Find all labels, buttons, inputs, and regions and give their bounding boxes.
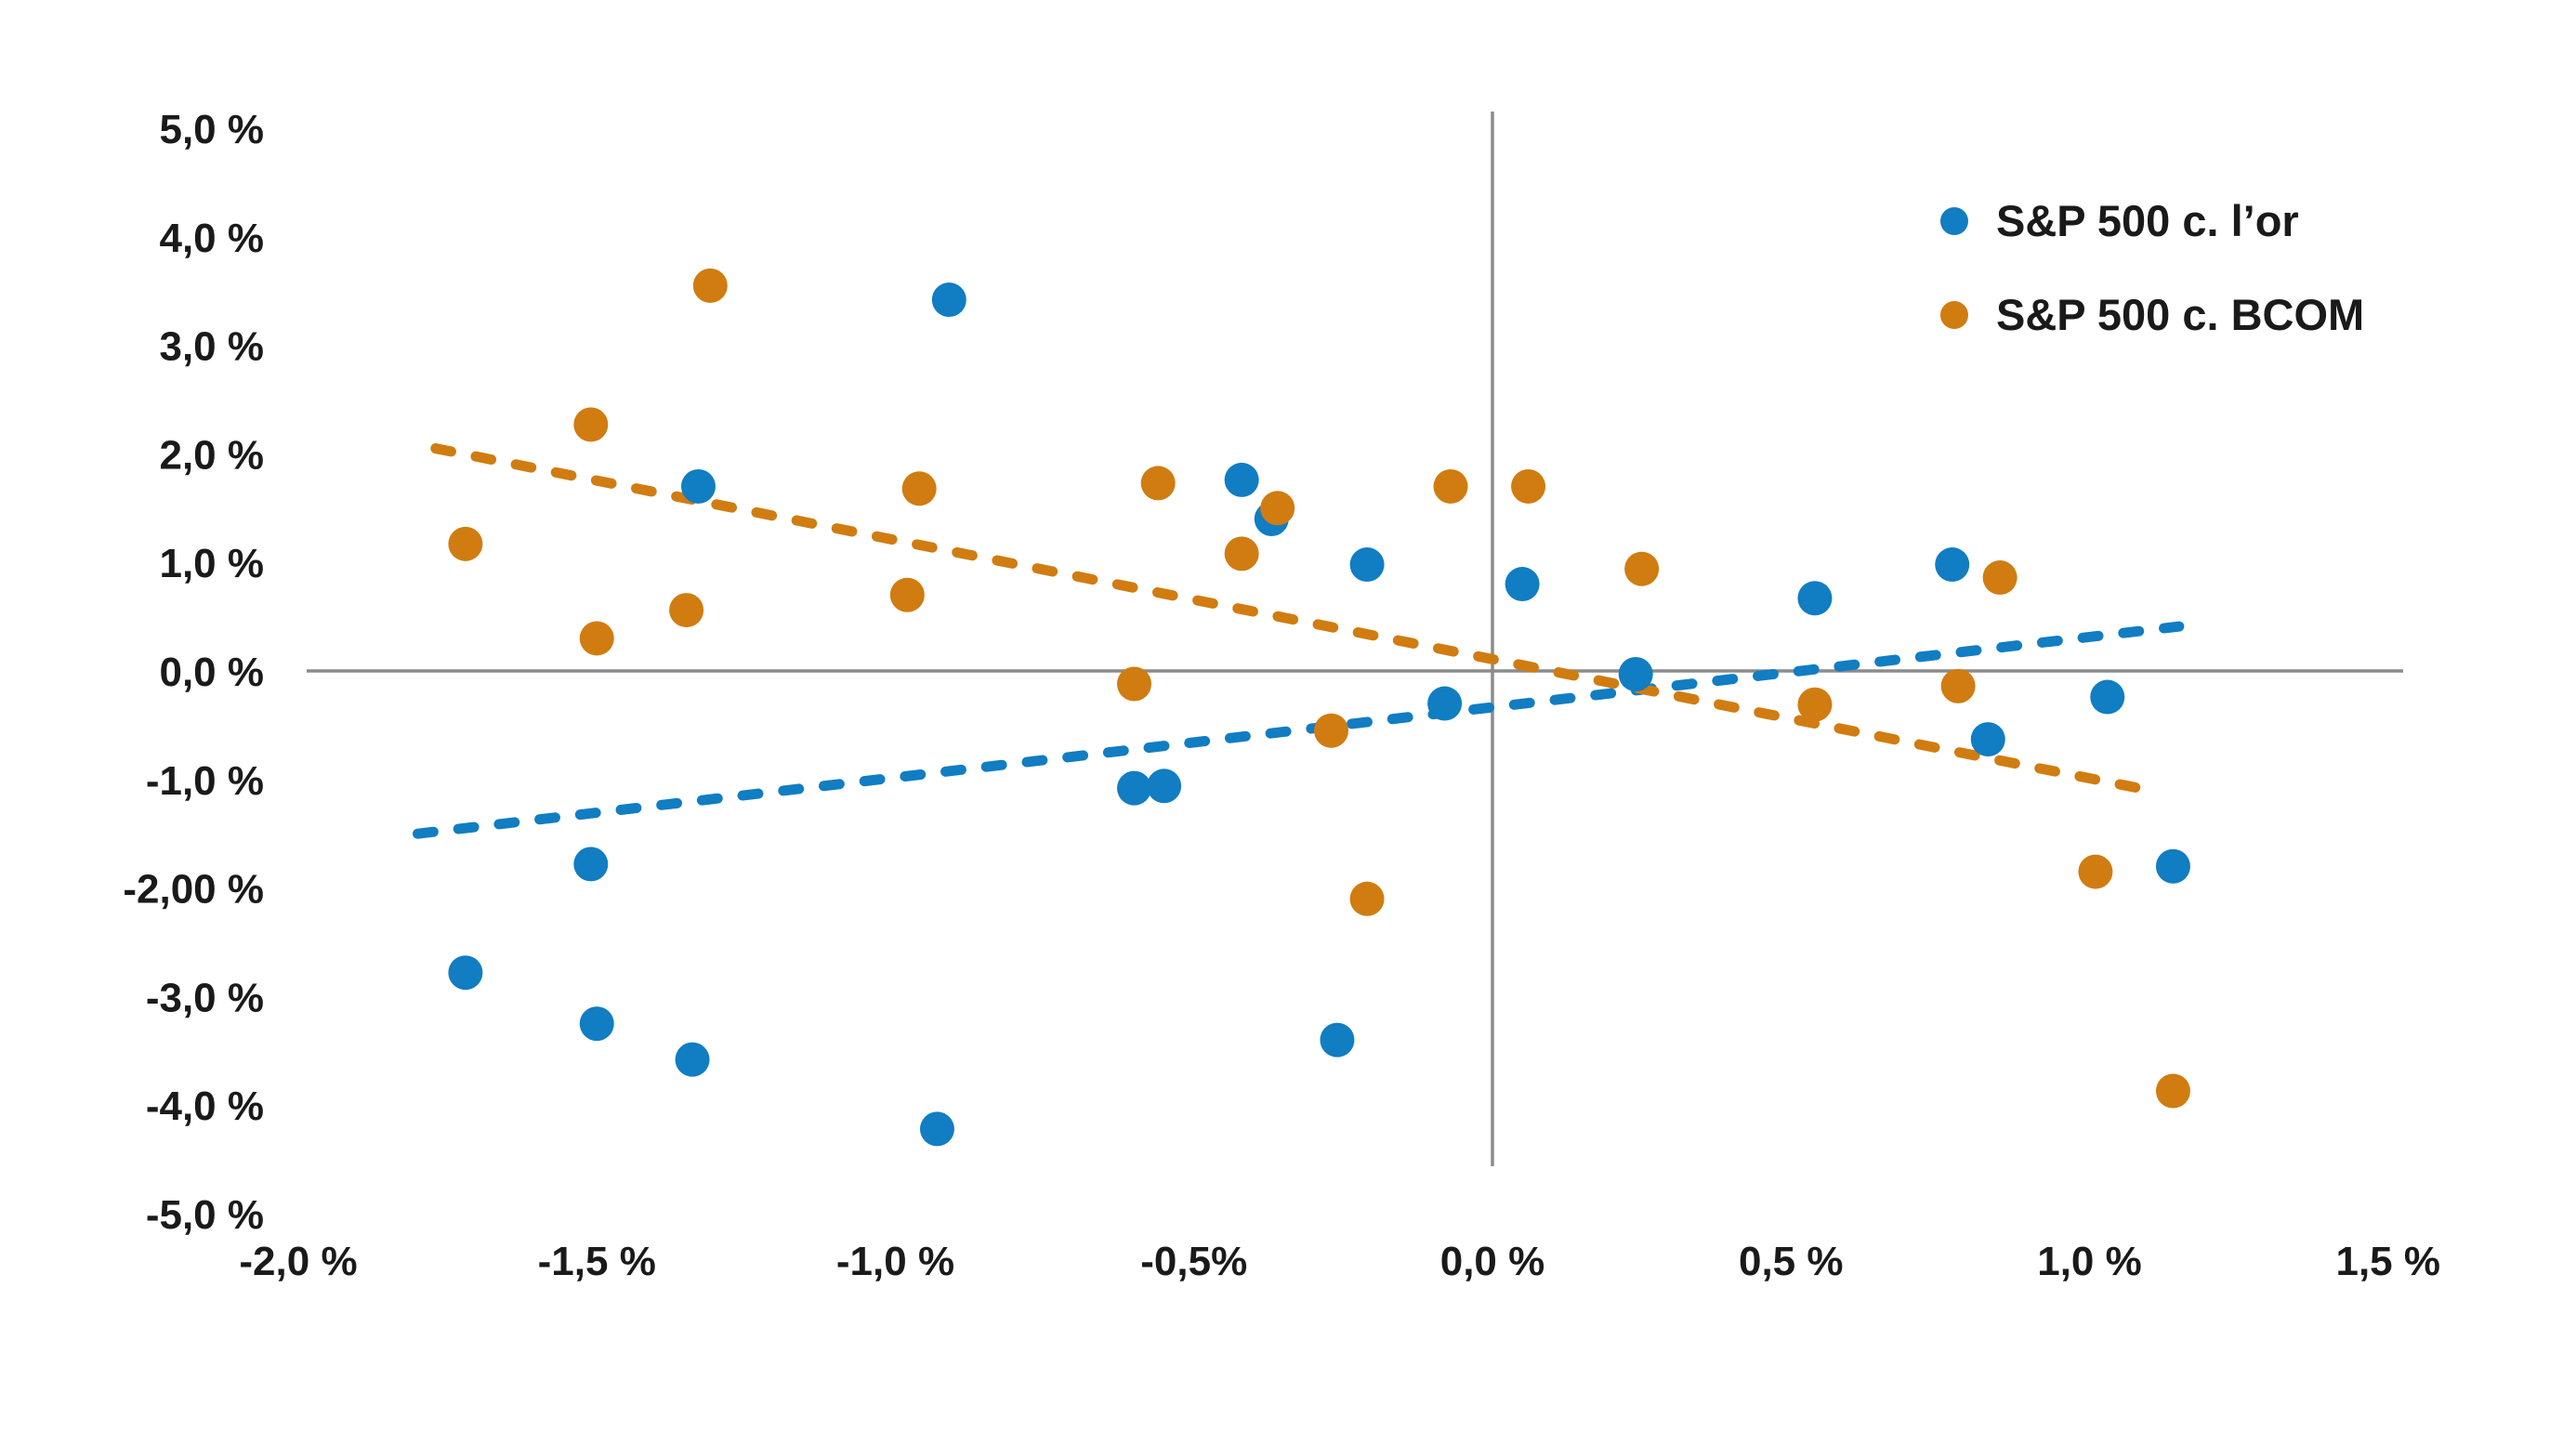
data-point: [2155, 1073, 2190, 1109]
data-point: [669, 593, 704, 628]
data-point: [1349, 547, 1385, 583]
y-tick-label: -1,0 %: [146, 758, 264, 804]
legend: S&P 500 c. l’or S&P 500 c. BCOM: [1940, 195, 2364, 383]
data-point: [579, 621, 614, 656]
data-point: [1940, 668, 1976, 703]
legend-marker-blue-icon: [1940, 206, 1968, 235]
data-point: [1982, 560, 2017, 596]
legend-label-gold: S&P 500 c. l’or: [1996, 196, 2299, 245]
data-point: [2155, 848, 2190, 884]
data-point: [1935, 547, 1970, 583]
legend-item-bcom: S&P 500 c. BCOM: [1940, 289, 2364, 340]
data-point: [1117, 770, 1151, 806]
y-tick-label: 3,0 %: [159, 324, 264, 370]
trend-line: [413, 621, 2185, 839]
y-tick-label: 5,0 %: [159, 107, 264, 152]
data-point: [692, 268, 728, 303]
x-tick-label: -2,0 %: [239, 1239, 357, 1284]
y-tick-label: -3,0 %: [146, 975, 264, 1020]
x-tick-label: 0,5 %: [1739, 1239, 1844, 1284]
x-tick-label: -0,5%: [1140, 1239, 1247, 1284]
data-point: [448, 955, 483, 991]
data-point: [1260, 491, 1295, 526]
y-tick-label: 2,0 %: [159, 432, 264, 478]
y-tick-label: -2,00 %: [123, 867, 264, 913]
data-point: [1797, 687, 1833, 722]
data-point: [573, 847, 609, 882]
data-point: [1140, 466, 1176, 501]
x-tick-label: -1,0 %: [836, 1239, 954, 1284]
x-tick-label: -1,5 %: [538, 1239, 656, 1284]
y-tick-label: -5,0 %: [146, 1192, 264, 1238]
trend-line: [430, 443, 2161, 797]
data-point: [1349, 881, 1385, 916]
data-point: [919, 1111, 954, 1147]
data-point: [1433, 468, 1468, 504]
y-tick-label: 1,0 %: [159, 541, 264, 586]
data-point: [1511, 468, 1546, 504]
data-point: [680, 468, 716, 504]
data-point: [1224, 462, 1259, 497]
data-point: [1320, 1022, 1355, 1058]
legend-label-bcom: S&P 500 c. BCOM: [1996, 290, 2365, 339]
data-point: [2090, 679, 2125, 715]
data-point: [2078, 854, 2113, 889]
y-tick-label: -4,0 %: [146, 1084, 264, 1129]
data-point: [1505, 567, 1540, 602]
data-point: [1117, 666, 1151, 702]
data-point: [1427, 686, 1463, 721]
data-point: [931, 282, 966, 318]
x-tick-label: 0,0 %: [1440, 1239, 1545, 1284]
data-point: [573, 407, 609, 442]
data-point: [901, 471, 937, 506]
x-tick-label: 1,0 %: [2037, 1239, 2142, 1284]
data-point: [1797, 581, 1833, 616]
data-point: [1970, 722, 2005, 757]
data-point: [1314, 713, 1349, 748]
legend-item-gold: S&P 500 c. l’or: [1940, 195, 2364, 246]
y-tick-label: 0,0 %: [159, 650, 264, 695]
data-point: [675, 1042, 710, 1077]
y-tick-label: 4,0 %: [159, 216, 264, 261]
data-point: [1624, 551, 1660, 586]
data-point: [889, 577, 925, 612]
data-point: [1147, 769, 1182, 804]
legend-marker-orange-icon: [1940, 300, 1968, 329]
data-point: [1618, 657, 1653, 692]
data-point: [579, 1006, 614, 1042]
x-tick-label: 1,5 %: [2335, 1239, 2440, 1284]
data-point: [1224, 536, 1259, 571]
data-point: [448, 526, 483, 561]
